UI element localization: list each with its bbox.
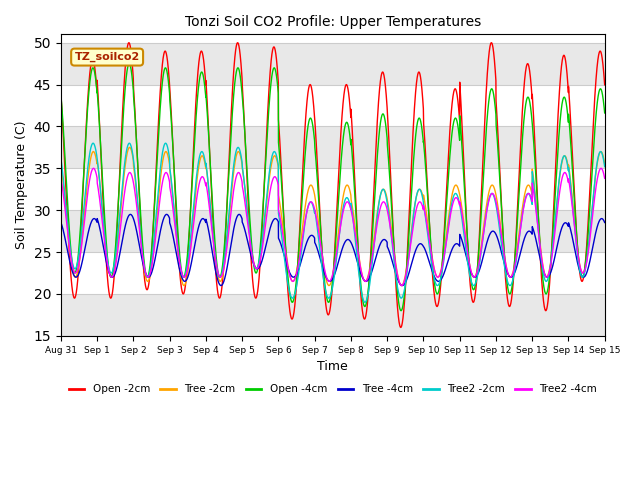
Y-axis label: Soil Temperature (C): Soil Temperature (C) [15,121,28,249]
Open -2cm [155,114,163,120]
Line: Open -4cm: Open -4cm [61,64,605,311]
Tree2 -2cm [162,140,170,146]
Open -2cm [313,145,321,151]
Tree2 -2cm [455,197,463,203]
Tree -4cm [455,242,463,248]
Open -2cm [601,82,609,88]
Tree -2cm [126,144,134,150]
Open -2cm [125,40,132,46]
Tree -4cm [425,257,433,263]
Tree -4cm [601,220,609,226]
Tree -4cm [57,220,65,226]
Open -2cm [600,75,608,81]
Legend: Open -2cm, Tree -2cm, Open -4cm, Tree -4cm, Tree2 -2cm, Tree2 -4cm: Open -2cm, Tree -2cm, Open -4cm, Tree -4… [65,380,601,398]
Tree -4cm [600,218,608,224]
Tree -2cm [600,158,608,164]
Bar [61,294,605,336]
Open -4cm [155,128,163,134]
Open -2cm [57,92,65,97]
Tree2 -2cm [425,239,433,244]
Bar [61,43,605,84]
Tree2 -4cm [486,195,493,201]
Tree2 -2cm [155,184,163,190]
Tree2 -4cm [455,199,463,205]
Open -2cm [425,208,433,214]
Tree2 -4cm [313,216,321,221]
Open -4cm [486,93,493,98]
Tree2 -4cm [155,206,163,212]
Text: TZ_soilco2: TZ_soilco2 [74,52,140,62]
Tree2 -4cm [90,166,97,171]
Open -2cm [486,46,493,52]
Bar [61,126,605,168]
Open -4cm [425,209,433,215]
X-axis label: Time: Time [317,360,348,373]
Line: Tree2 -2cm: Tree2 -2cm [61,143,605,302]
Tree -2cm [486,187,493,192]
Tree2 -2cm [313,219,321,225]
Line: Open -2cm: Open -2cm [61,43,605,327]
Bar [61,210,605,252]
Tree2 -2cm [486,194,493,200]
Open -4cm [397,308,405,313]
Tree -2cm [455,188,463,193]
Open -4cm [455,129,463,135]
Tree -4cm [155,237,163,242]
Tree2 -4cm [600,173,608,179]
Tree2 -4cm [57,175,65,181]
Open -4cm [57,91,65,97]
Open -4cm [313,165,321,170]
Line: Tree -2cm: Tree -2cm [61,147,605,286]
Open -4cm [600,105,608,110]
Tree -2cm [313,205,321,211]
Tree -4cm [398,283,406,288]
Tree -2cm [425,228,433,234]
Tree -2cm [601,161,609,167]
Tree2 -2cm [600,160,608,166]
Tree2 -4cm [601,175,609,181]
Open -4cm [125,61,133,67]
Tree2 -4cm [425,233,433,239]
Line: Tree2 -4cm: Tree2 -4cm [61,168,605,286]
Open -2cm [455,107,463,112]
Open -4cm [601,110,609,116]
Tree -4cm [313,243,321,249]
Tree2 -4cm [398,283,406,288]
Tree -2cm [180,283,188,288]
Tree2 -2cm [57,156,65,161]
Tree2 -2cm [361,300,369,305]
Open -2cm [397,324,404,330]
Tree2 -2cm [601,164,609,169]
Title: Tonzi Soil CO2 Profile: Upper Temperatures: Tonzi Soil CO2 Profile: Upper Temperatur… [185,15,481,29]
Tree -4cm [127,212,134,217]
Tree -4cm [486,232,493,238]
Tree -2cm [155,192,163,198]
Tree -2cm [57,162,65,168]
Line: Tree -4cm: Tree -4cm [61,215,605,286]
